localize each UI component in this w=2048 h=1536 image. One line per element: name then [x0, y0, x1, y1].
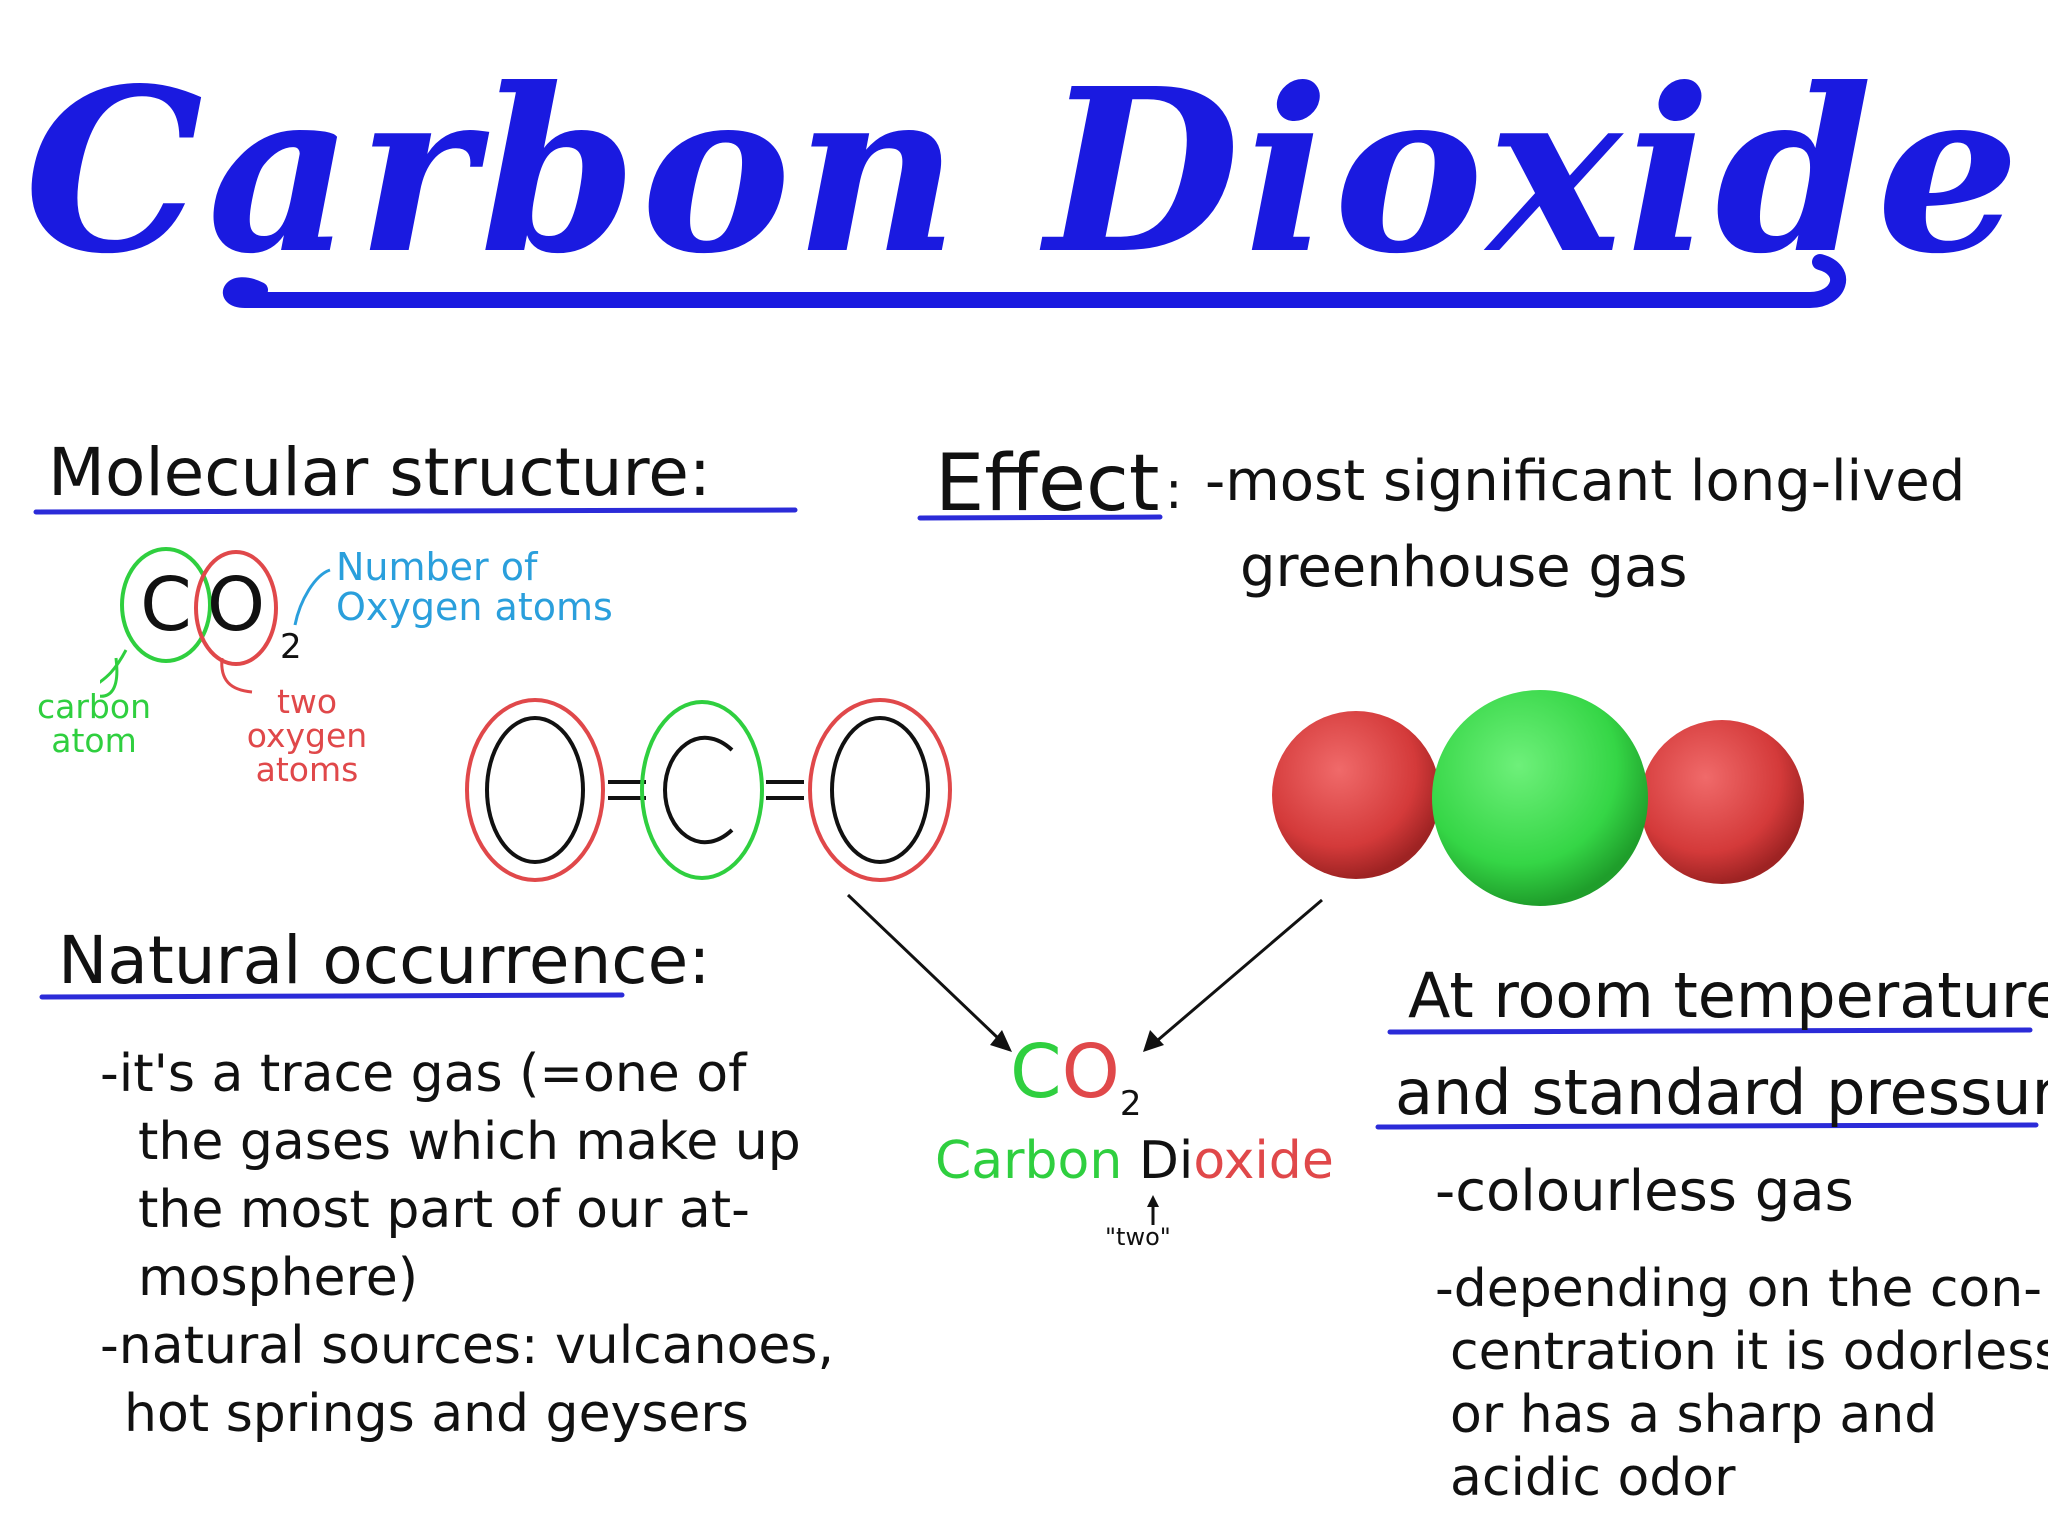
center-formula-o: O: [1061, 1029, 1120, 1115]
carbon-arrow: [100, 657, 119, 698]
effect-text-line2: greenhouse gas: [1240, 535, 1688, 600]
carbon-circle-large: [640, 700, 764, 880]
molecular-structure-heading: Molecular structure:: [48, 434, 712, 511]
carbon-circle: [120, 547, 212, 663]
left-oxygen-ball: [1272, 711, 1440, 879]
left-oxygen-circle: [465, 698, 605, 882]
title-underline-decoration: [223, 254, 1847, 308]
natural-occurrence-line6: hot springs and geysers: [124, 1384, 749, 1444]
natural-occurrence-line2: the gases which make up: [138, 1112, 801, 1172]
effect-text-line1: -most significant long-lived: [1205, 449, 1966, 514]
room-temperature-heading-line2: and standard pressure: [1395, 1056, 2048, 1129]
room-temperature-line2: -depending on the con-: [1435, 1259, 2042, 1319]
center-name-carbon: Carbon: [935, 1131, 1123, 1191]
room-temperature-heading-line1: At room temperature: [1408, 959, 2048, 1032]
right-arrow: [1157, 898, 1323, 1042]
natural-occurrence-heading: Natural occurrence:: [58, 922, 711, 999]
right-oxygen-circle: [808, 698, 952, 882]
carbon-atom-annotation: carbon atom: [37, 687, 151, 760]
right-oxygen-ball: [1640, 720, 1804, 884]
page-title: Carbon Dioxide: [24, 40, 2024, 304]
room-temperature-line4: or has a sharp and: [1450, 1385, 1938, 1445]
formula-subscript: 2: [280, 627, 302, 667]
number-of-oxygen-annotation: Number of Oxygen atoms: [336, 545, 613, 629]
number-arrow: [293, 568, 331, 626]
center-name-di: Di: [1138, 1131, 1194, 1191]
center-formula: CO2: [1010, 1035, 1142, 1121]
formula-c: C: [140, 562, 192, 648]
center-note: "two": [1105, 1223, 1171, 1251]
center-formula-c: C: [1010, 1029, 1062, 1115]
formula-o: O: [207, 562, 265, 648]
center-name-oxide: oxide: [1193, 1131, 1334, 1191]
room-temperature-line1: -colourless gas: [1435, 1159, 1854, 1224]
natural-occurrence-line4: mosphere): [138, 1248, 419, 1308]
oxygen-arrow: [220, 657, 253, 694]
effect-heading: Effect: [935, 439, 1160, 529]
left-arrow: [846, 893, 1002, 1042]
co2-annotated-formula: C O 2: [100, 547, 331, 698]
carbon-ball: [1432, 690, 1648, 906]
natural-occurrence-line1: -it's a trace gas (=one of: [100, 1044, 747, 1104]
center-name: Carbon Dioxide: [935, 1135, 1334, 1187]
oxygen-atoms-annotation: two oxygen atoms: [246, 682, 368, 789]
room-temperature-line3: centration it is odorless: [1450, 1322, 2048, 1382]
ball-model: [1272, 690, 1804, 906]
structural-formula: O C O =: [465, 698, 952, 882]
center-formula-sub: 2: [1119, 1084, 1142, 1124]
natural-occurrence-line5: -natural sources: vulcanoes,: [100, 1316, 834, 1376]
oxygen-circle: [194, 550, 278, 666]
effect-colon: :: [1165, 461, 1183, 521]
natural-occurrence-line3: the most part of our at-: [138, 1180, 750, 1240]
room-temperature-line5: acidic odor: [1450, 1448, 1736, 1508]
